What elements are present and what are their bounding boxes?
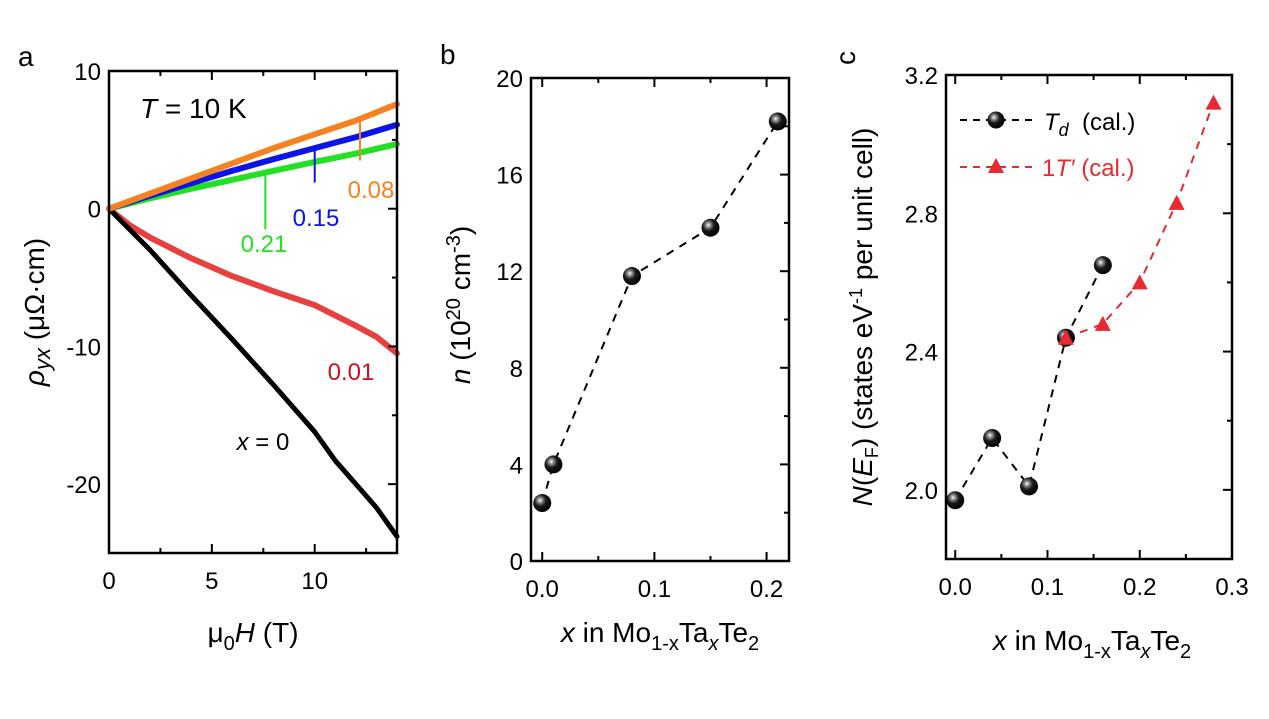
panel-letter-c: c <box>830 51 861 65</box>
panel-a: a 0 5 10 -20 -10 0 10 T = 10 K μ0H (T) ρyx (μΩ… <box>18 41 400 655</box>
panel-b-ytick-label: 0 <box>510 549 523 576</box>
legend-td-label: Td (cal.) <box>1044 109 1135 140</box>
panel-b-ytick-label: 16 <box>496 163 523 190</box>
panel-a-ticks: 0 5 10 -20 -10 0 10 <box>66 59 397 595</box>
legend-td-marker <box>987 111 1005 129</box>
panel-c-xtick-label: 0.0 <box>939 574 972 601</box>
panel-b-ytick-label: 20 <box>496 66 523 93</box>
data-point-1T <box>1057 329 1074 345</box>
panel-a-plot-area <box>106 101 400 539</box>
data-point-n <box>622 267 641 286</box>
panel-c-xtick-label: 0.3 <box>1215 574 1248 601</box>
data-point-n <box>544 455 563 474</box>
panel-c-ticks: 0.0 0.1 0.2 0.3 2.0 2.4 2.8 3.2 <box>905 63 1249 601</box>
panel-c-xtick-label: 0.2 <box>1123 574 1156 601</box>
annotation-0.21: 0.21 <box>241 231 288 258</box>
panel-b-axes-frame <box>529 76 791 563</box>
annotation-x-0: x = 0 <box>236 429 290 456</box>
panel-a-annotations: 0.08 0.15 0.21 0.01 x = 0 <box>236 177 395 456</box>
series-line-1T <box>1065 102 1215 339</box>
panel-b: b 0.0 0.1 0.2 0 4 8 12 16 20 x in Mo1-xTaxTe2 n … <box>440 39 791 655</box>
panel-a-axes-frame <box>107 69 399 555</box>
panel-b-ytick-label: 4 <box>510 452 523 479</box>
annotation-0.01: 0.01 <box>328 359 375 386</box>
data-point-n <box>768 112 787 131</box>
data-point-1T <box>1205 94 1222 110</box>
data-point-Td <box>983 429 1002 447</box>
panel-a-xtick-label: 5 <box>205 568 218 595</box>
panel-a-xtick-label: 10 <box>301 568 328 595</box>
panel-c-ytick-label: 3.2 <box>905 63 938 90</box>
panel-a-ytick-label: 0 <box>88 197 101 224</box>
panel-c-axes-frame <box>944 73 1234 561</box>
panel-a-xlabel: μ0H (T) <box>207 617 298 655</box>
panel-c-xlabel: x in Mo1-xTaxTe2 <box>991 625 1191 663</box>
annotation-0.08: 0.08 <box>348 177 395 204</box>
panel-b-xlabel: x in Mo1-xTaxTe2 <box>559 617 759 655</box>
panel-c-plot-area <box>946 94 1222 510</box>
panel-b-xtick-label: 0.1 <box>638 576 671 603</box>
panel-a-ytick-label: 10 <box>74 59 101 86</box>
panel-c: c 0.0 0.1 0.2 0.3 2.0 2.4 2.8 3.2 x in Mo1-xTax… <box>830 51 1249 663</box>
panel-b-xtick-label: 0.2 <box>750 576 783 603</box>
panel-letter-b: b <box>440 39 456 70</box>
panel-b-ytick-label: 8 <box>510 356 523 383</box>
panel-b-ticks: 0.0 0.1 0.2 0 4 8 12 16 20 <box>496 66 789 603</box>
series-line-x0 <box>106 206 400 539</box>
series-line-n <box>541 120 779 504</box>
panel-c-ytick-label: 2.4 <box>905 340 938 367</box>
legend-1t-marker <box>988 158 1004 173</box>
data-point-Td <box>1020 477 1039 496</box>
data-point-1T <box>1131 274 1148 290</box>
panel-c-ylabel: N(EF) (states eV-1 per unit cell) <box>846 128 882 507</box>
panel-c-ytick-label: 2.0 <box>905 478 938 505</box>
panel-a-ylabel: ρyx (μΩ·cm) <box>19 238 55 387</box>
panel-b-xtick-label: 0.0 <box>526 576 559 603</box>
annotation-0.15: 0.15 <box>293 205 340 232</box>
series-line-Td <box>954 264 1104 501</box>
data-point-n <box>701 218 720 237</box>
panel-a-ytick-label: -10 <box>66 334 101 361</box>
series-line-0.08 <box>106 101 400 212</box>
panel-b-plot-area <box>533 112 787 513</box>
panel-b-ytick-label: 12 <box>496 259 523 286</box>
data-point-n <box>533 494 552 513</box>
panel-a-temperature-label: T = 10 K <box>140 93 247 124</box>
data-point-1T <box>1094 315 1111 331</box>
panel-a-xtick-label: 0 <box>102 568 115 595</box>
panel-b-ylabel: n (1020 cm-3) <box>443 226 476 384</box>
data-point-Td <box>1093 256 1112 275</box>
panel-a-ytick-label: -20 <box>66 472 101 499</box>
series-line-0.01 <box>106 205 400 357</box>
data-point-Td <box>946 491 965 510</box>
data-point-1T <box>1168 194 1185 210</box>
series-line-0.21 <box>106 141 400 212</box>
legend-1t-label: 1T′ (cal.) <box>1042 155 1135 182</box>
panel-c-ytick-label: 2.8 <box>905 201 938 228</box>
panel-letter-a: a <box>18 41 34 72</box>
panel-c-legend: Td (cal.) 1T′ (cal.) <box>960 109 1135 182</box>
panel-c-xtick-label: 0.1 <box>1031 574 1064 601</box>
